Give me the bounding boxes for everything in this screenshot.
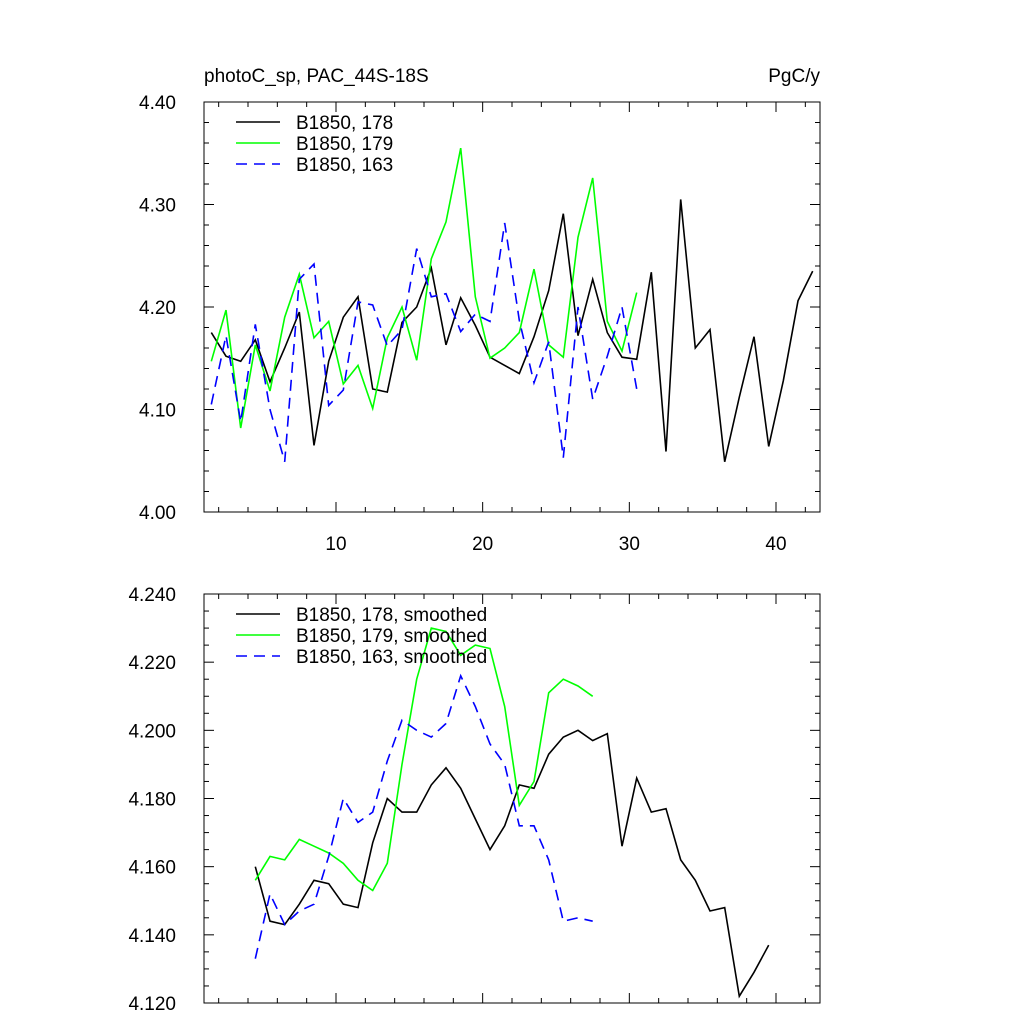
top-x-tick-label: 20 <box>472 534 493 555</box>
top-x-tick-label: 40 <box>765 534 786 555</box>
units-label: PgC/y <box>768 66 820 87</box>
top-series-line-2 <box>210 147 638 429</box>
top-y-tick-label: 4.20 <box>139 298 176 319</box>
top-x-tick-label: 30 <box>619 534 640 555</box>
bottom-y-tick-label: 4.200 <box>128 721 176 742</box>
bottom-smoothed-line-chart: 4.120 4.140 4.160 4.180 4.200 4.220 4.240 B1850… <box>128 585 821 1015</box>
bottom-series-line-1 <box>254 729 770 999</box>
top-series-line-1 <box>210 199 814 462</box>
bottom-y-tick-label: 4.180 <box>128 790 176 811</box>
bottom-y-tick-label: 4.120 <box>128 994 176 1015</box>
top-y-tick-label: 4.40 <box>139 93 176 114</box>
top-legend-label-2: B1850, 179 <box>296 134 393 155</box>
bottom-series-line-3 <box>254 673 593 959</box>
top-y-tick-label: 4.00 <box>139 503 176 524</box>
bottom-legend-label-2: B1850, 179, smoothed <box>296 626 487 647</box>
bottom-y-tick-label: 4.240 <box>128 585 176 606</box>
top-x-tick-label: 10 <box>325 534 346 555</box>
top-y-tick-label: 4.30 <box>139 196 176 217</box>
bottom-y-tick-label: 4.220 <box>128 653 176 674</box>
bottom-legend-label-1: B1850, 178, smoothed <box>296 605 487 626</box>
bottom-series-line-2 <box>254 627 594 892</box>
top-legend-label-1: B1850, 178 <box>296 113 393 134</box>
chart-title: photoC_sp, PAC_44S-18S <box>204 66 429 87</box>
top-legend-label-3: B1850, 163 <box>296 155 393 176</box>
bottom-y-tick-label: 4.160 <box>128 858 176 879</box>
top-y-tick-label: 4.10 <box>139 401 176 422</box>
bottom-y-tick-label: 4.140 <box>128 926 176 947</box>
top-series-line-3 <box>210 222 638 463</box>
bottom-legend-label-3: B1850, 163, smoothed <box>296 647 487 668</box>
